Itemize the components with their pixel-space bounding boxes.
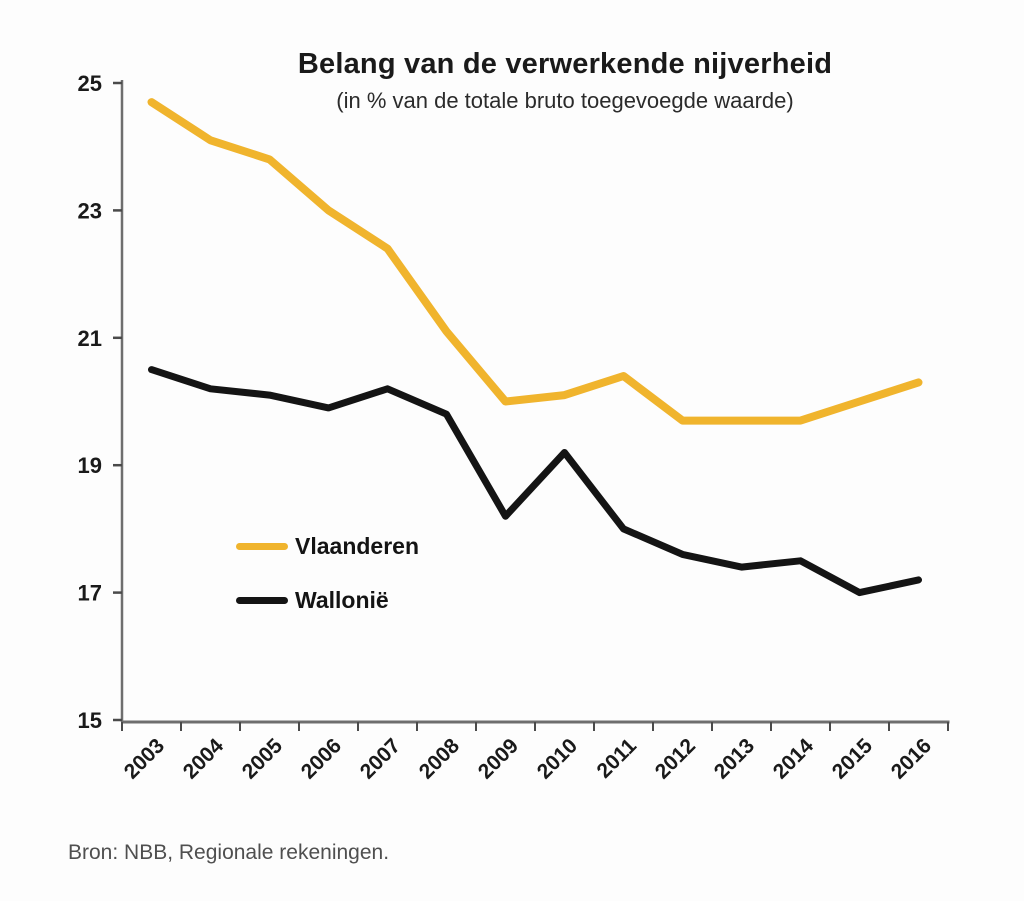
x-tick-label: 2005: [238, 734, 288, 784]
x-tick-label: 2013: [710, 734, 759, 783]
x-tick-label: 2008: [415, 734, 465, 784]
x-tick-label: 2014: [769, 734, 819, 784]
y-tick-label: 23: [78, 198, 102, 223]
legend-item-wallonie: Wallonië: [236, 585, 419, 615]
series-line-vlaanderen: [147, 98, 923, 425]
source-note: Bron: NBB, Regionale rekeningen.: [68, 841, 390, 864]
x-tick-label: 2011: [593, 734, 642, 783]
chart-legend: Vlaanderen Wallonië: [236, 531, 419, 639]
y-tick-label: 19: [78, 453, 102, 478]
y-tick-label: 17: [78, 581, 102, 606]
x-tick-label: 2007: [356, 734, 405, 783]
legend-item-vlaanderen: Vlaanderen: [236, 531, 419, 561]
x-tick-label: 2009: [474, 734, 523, 783]
series-line-wallonië: [148, 366, 922, 597]
chart-subtitle: (in % van de totale bruto toegevoegde wa…: [336, 88, 794, 113]
chart-title: Belang van de verwerkende nijverheid: [297, 48, 833, 80]
vlaanderen-line-swatch: [236, 542, 288, 550]
y-tick-label: 15: [78, 708, 102, 733]
x-tick-label: 2003: [120, 734, 169, 783]
x-tick-label: 2016: [887, 734, 936, 783]
legend-label-wallonie: Wallonië: [295, 586, 389, 613]
x-tick-label: 2010: [533, 734, 582, 783]
legend-label-vlaanderen: Vlaanderen: [295, 532, 419, 559]
x-tick-label: 2004: [179, 734, 229, 784]
x-tick-label: 2006: [297, 734, 346, 783]
x-tick-label: 2012: [651, 734, 700, 783]
x-tick-label: 2015: [828, 734, 878, 784]
wallonie-line-swatch: [236, 596, 288, 604]
y-tick-label: 25: [78, 71, 102, 96]
y-tick-label: 21: [78, 326, 102, 351]
